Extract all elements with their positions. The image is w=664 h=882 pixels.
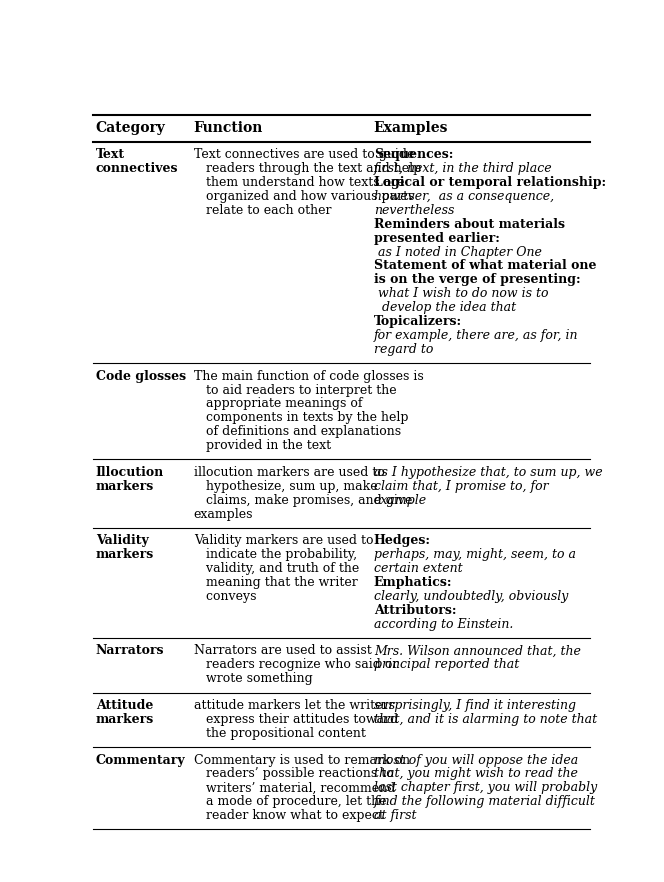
- Text: claims, make promises, and give: claims, make promises, and give: [194, 494, 412, 506]
- Text: The main function of code glosses is: The main function of code glosses is: [194, 370, 424, 383]
- Text: as I hypothesize that, to sum up, we: as I hypothesize that, to sum up, we: [374, 466, 602, 479]
- Text: Narrators are used to assist: Narrators are used to assist: [194, 645, 371, 657]
- Text: the propositional content: the propositional content: [194, 727, 365, 740]
- Text: find the following material difficult: find the following material difficult: [374, 796, 596, 808]
- Text: Examples: Examples: [374, 122, 448, 136]
- Text: relate to each other: relate to each other: [194, 204, 331, 217]
- Text: examples: examples: [194, 507, 253, 520]
- Text: reader know what to expect: reader know what to expect: [194, 809, 384, 822]
- Text: Topicalizers:: Topicalizers:: [374, 315, 462, 328]
- Text: for example, there are, as for, in: for example, there are, as for, in: [374, 329, 578, 342]
- Text: indicate the probability,: indicate the probability,: [194, 549, 357, 561]
- Text: writers’ material, recommend: writers’ material, recommend: [194, 781, 395, 795]
- Text: express their attitudes toward: express their attitudes toward: [194, 713, 398, 726]
- Text: Narrators: Narrators: [96, 645, 165, 657]
- Text: Reminders about materials: Reminders about materials: [374, 218, 565, 231]
- Text: most of you will oppose the idea: most of you will oppose the idea: [374, 753, 578, 766]
- Text: perhaps, may, might, seem, to a: perhaps, may, might, seem, to a: [374, 549, 576, 561]
- Text: Mrs. Wilson announced that, the: Mrs. Wilson announced that, the: [374, 645, 580, 657]
- Text: them understand how texts are: them understand how texts are: [194, 176, 404, 189]
- Text: Text connectives are used to guide: Text connectives are used to guide: [194, 148, 414, 161]
- Text: Attributors:: Attributors:: [374, 604, 456, 617]
- Text: appropriate meanings of: appropriate meanings of: [194, 398, 362, 410]
- Text: Function: Function: [194, 122, 263, 136]
- Text: surprisingly, I find it interesting: surprisingly, I find it interesting: [374, 699, 576, 712]
- Text: hypothesize, sum up, make: hypothesize, sum up, make: [194, 480, 377, 493]
- Text: at first: at first: [374, 809, 416, 822]
- Text: wrote something: wrote something: [194, 672, 312, 685]
- Text: Hedges:: Hedges:: [374, 534, 431, 548]
- Text: that, you might wish to read the: that, you might wish to read the: [374, 767, 578, 781]
- Text: presented earlier:: presented earlier:: [374, 232, 499, 244]
- Text: meaning that the writer: meaning that the writer: [194, 576, 357, 589]
- Text: readers’ possible reactions to: readers’ possible reactions to: [194, 767, 393, 781]
- Text: what I wish to do now is to: what I wish to do now is to: [374, 288, 548, 300]
- Text: validity, and truth of the: validity, and truth of the: [194, 562, 359, 575]
- Text: Sequences:: Sequences:: [374, 148, 453, 161]
- Text: components in texts by the help: components in texts by the help: [194, 411, 408, 424]
- Text: is on the verge of presenting:: is on the verge of presenting:: [374, 273, 580, 287]
- Text: Commentary is used to remark on: Commentary is used to remark on: [194, 753, 410, 766]
- Text: conveys: conveys: [194, 590, 256, 603]
- Text: last chapter first, you will probably: last chapter first, you will probably: [374, 781, 597, 795]
- Text: Illocution: Illocution: [96, 466, 164, 479]
- Text: regard to: regard to: [374, 343, 433, 355]
- Text: markers: markers: [96, 549, 154, 561]
- Text: to aid readers to interpret the: to aid readers to interpret the: [194, 384, 396, 397]
- Text: clearly, undoubtedly, obviously: clearly, undoubtedly, obviously: [374, 590, 568, 603]
- Text: readers recognize who said or: readers recognize who said or: [194, 658, 398, 671]
- Text: Code glosses: Code glosses: [96, 370, 186, 383]
- Text: nevertheless: nevertheless: [374, 204, 454, 217]
- Text: first, next, in the third place: first, next, in the third place: [374, 162, 552, 176]
- Text: Statement of what material one: Statement of what material one: [374, 259, 596, 273]
- Text: attitude markers let the writers: attitude markers let the writers: [194, 699, 394, 712]
- Text: certain extent: certain extent: [374, 562, 462, 575]
- Text: Category: Category: [96, 122, 166, 136]
- Text: a mode of procedure, let the: a mode of procedure, let the: [194, 796, 386, 808]
- Text: according to Einstein.: according to Einstein.: [374, 617, 513, 631]
- Text: markers: markers: [96, 480, 154, 493]
- Text: Attitude: Attitude: [96, 699, 153, 712]
- Text: example: example: [374, 494, 427, 506]
- Text: principal reported that: principal reported that: [374, 658, 519, 671]
- Text: Text: Text: [96, 148, 125, 161]
- Text: illocution markers are used to: illocution markers are used to: [194, 466, 384, 479]
- Text: connectives: connectives: [96, 162, 179, 176]
- Text: that, and it is alarming to note that: that, and it is alarming to note that: [374, 713, 597, 726]
- Text: as I noted in Chapter One: as I noted in Chapter One: [374, 245, 542, 258]
- Text: of definitions and explanations: of definitions and explanations: [194, 425, 401, 438]
- Text: however,  as a consequence,: however, as a consequence,: [374, 190, 554, 203]
- Text: develop the idea that: develop the idea that: [374, 301, 516, 314]
- Text: markers: markers: [96, 713, 154, 726]
- Text: Validity: Validity: [96, 534, 149, 548]
- Text: readers through the text and help: readers through the text and help: [194, 162, 421, 176]
- Text: Logical or temporal relationship:: Logical or temporal relationship:: [374, 176, 606, 189]
- Text: organized and how various parts: organized and how various parts: [194, 190, 414, 203]
- Text: provided in the text: provided in the text: [194, 439, 331, 452]
- Text: Commentary: Commentary: [96, 753, 185, 766]
- Text: Emphatics:: Emphatics:: [374, 576, 452, 589]
- Text: claim that, I promise to, for: claim that, I promise to, for: [374, 480, 548, 493]
- Text: Validity markers are used to: Validity markers are used to: [194, 534, 373, 548]
